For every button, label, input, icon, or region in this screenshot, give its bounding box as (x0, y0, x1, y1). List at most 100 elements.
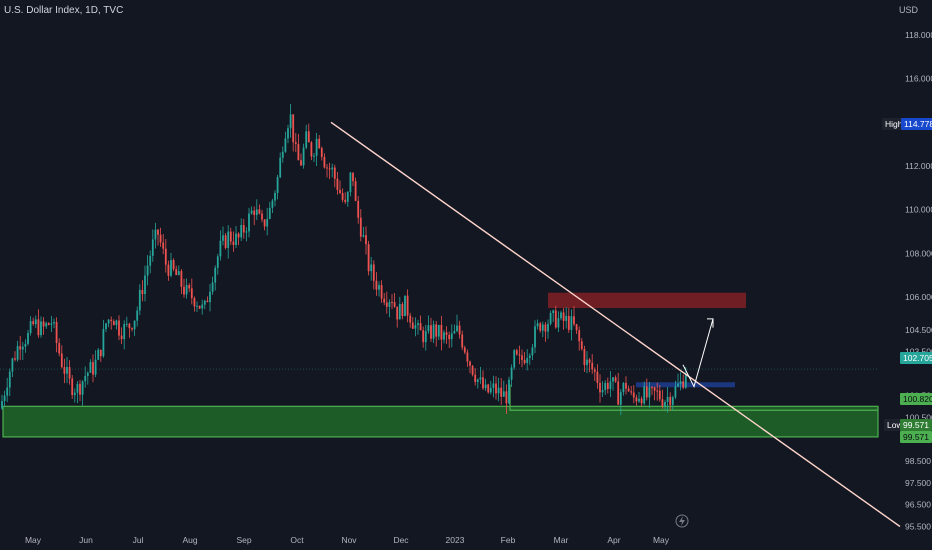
price-tick-label: 108.000 (905, 248, 932, 258)
candle-body (463, 347, 466, 353)
candle-body (370, 264, 373, 272)
candle-body (328, 168, 331, 170)
candle-body (253, 210, 256, 216)
candle-body (653, 387, 656, 391)
candle-body (539, 323, 542, 331)
low-value: 99.571 (900, 419, 932, 431)
candle-body (201, 304, 204, 309)
candle-body (32, 321, 35, 325)
candle-body (193, 298, 196, 307)
candle-body (658, 390, 661, 400)
candle-body (541, 324, 544, 331)
candle-body (289, 114, 292, 129)
candle-body (560, 312, 562, 319)
candle-body (34, 319, 37, 325)
candle-body (502, 391, 505, 397)
candle-body (570, 316, 573, 330)
candle-body (190, 288, 193, 299)
candle-body (534, 326, 536, 348)
candle-body (432, 324, 435, 339)
candle-body (76, 383, 79, 393)
candle-body (45, 323, 48, 327)
candle-body (250, 210, 253, 214)
candle-body (110, 319, 113, 322)
candle-body (656, 390, 659, 392)
candle-body (552, 310, 555, 314)
candle-body (1, 401, 3, 409)
time-tick-label: May (653, 535, 670, 545)
candle-body (99, 349, 102, 357)
candle-body (263, 219, 266, 227)
candle-body (24, 343, 27, 347)
candle-body (180, 271, 183, 287)
candle-body (112, 321, 115, 326)
candle-body (461, 334, 464, 348)
price-tick-label: 112.000 (905, 161, 932, 171)
candle-body (510, 367, 513, 380)
lightning-icon (679, 516, 685, 526)
candle-body (596, 371, 599, 383)
candle-body (593, 369, 596, 372)
candle-body (313, 155, 315, 157)
time-tick-label: Apr (607, 535, 620, 545)
candle-body (128, 323, 131, 329)
candle-body (383, 298, 386, 303)
candle-body (177, 271, 180, 276)
candle-body (27, 333, 29, 344)
candle-body (136, 310, 139, 321)
candle-body (414, 325, 417, 329)
candle-body (674, 386, 677, 398)
candle-body (599, 382, 601, 393)
candle-body (471, 365, 474, 375)
price-tick-label: 95.500 (905, 522, 931, 532)
candle-body (276, 177, 279, 193)
candle-body (274, 192, 276, 201)
candle-body (227, 231, 230, 248)
candle-body (401, 304, 404, 317)
candle-body (60, 353, 63, 368)
time-tick-label: Jun (79, 535, 93, 545)
candle-body (440, 324, 443, 340)
candle-body (159, 234, 162, 243)
candle-body (188, 285, 191, 289)
candle-body (81, 381, 84, 395)
projection-arrowhead (707, 318, 714, 328)
candle-body (19, 346, 22, 350)
price-tick-label: 100.500 (905, 412, 932, 422)
candle-body (131, 328, 133, 330)
candle-body (443, 332, 445, 340)
candle-body (336, 178, 339, 190)
candle-body (492, 383, 495, 388)
candle-body (29, 321, 32, 334)
candle-body (508, 379, 510, 404)
candle-body (183, 286, 185, 295)
candle-body (375, 280, 378, 290)
price-tick-label: 97.500 (905, 478, 931, 488)
candle-body (393, 302, 396, 307)
candle-body (669, 396, 672, 405)
candle-body (513, 350, 516, 368)
candle-body (339, 189, 341, 193)
candle-body (474, 374, 477, 382)
candle-body (211, 282, 214, 292)
candle-body (500, 387, 503, 397)
candle-body (458, 325, 461, 335)
time-tick-label: 2023 (446, 535, 465, 545)
candle-body (427, 325, 430, 332)
time-tick-label: Dec (393, 535, 409, 545)
candle-body (437, 324, 440, 337)
candle-body (138, 289, 141, 311)
candle-body (352, 172, 354, 182)
time-tick-label: Mar (554, 535, 569, 545)
candle-body (307, 131, 310, 143)
candle-body (3, 395, 6, 402)
candle-body (133, 320, 136, 330)
candle-body (305, 131, 308, 148)
candle-body (419, 323, 422, 331)
candle-body (591, 362, 594, 370)
candle-body (232, 241, 235, 245)
candle-body (396, 306, 399, 320)
candle-body (625, 382, 627, 389)
time-tick-label: May (25, 535, 42, 545)
